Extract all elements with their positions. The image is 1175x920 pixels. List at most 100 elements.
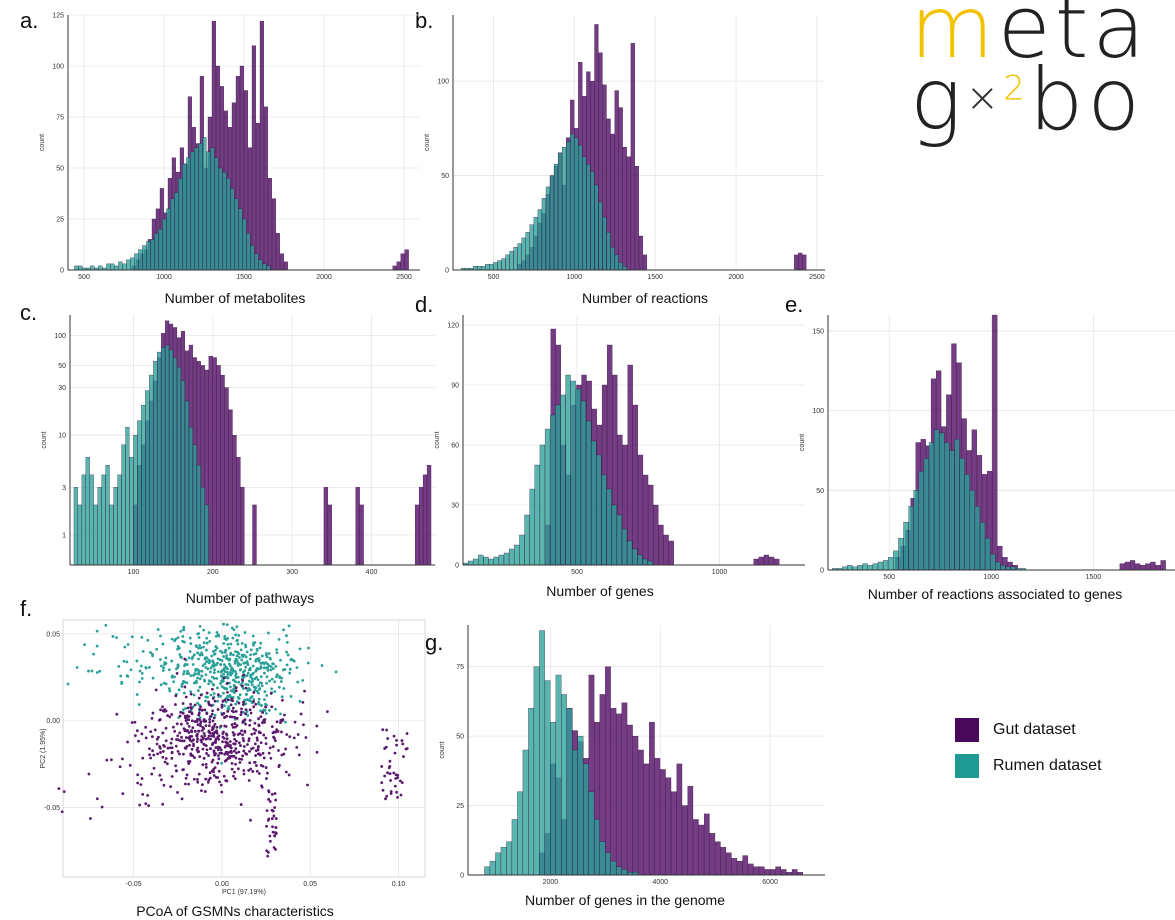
- point-rumen: [277, 637, 281, 641]
- point-gut: [395, 743, 398, 747]
- point-gut: [267, 751, 271, 755]
- point-gut: [392, 734, 396, 738]
- point-gut: [238, 757, 241, 761]
- point-rumen: [212, 683, 216, 687]
- y-tick-label: 25: [56, 217, 64, 224]
- point-gut: [261, 711, 265, 714]
- point-gut: [235, 724, 239, 727]
- bar-rumen: [202, 137, 207, 271]
- point-rumen: [244, 645, 248, 649]
- point-gut: [204, 724, 208, 728]
- bar-gut: [649, 722, 655, 876]
- point-gut: [158, 773, 162, 777]
- point-gut: [202, 718, 206, 721]
- x-tick-label: -0.05: [126, 881, 142, 888]
- bar-rumen: [206, 151, 211, 271]
- point-rumen: [235, 625, 239, 629]
- point-rumen: [217, 634, 221, 638]
- point-rumen: [140, 677, 144, 680]
- point-gut: [292, 736, 296, 740]
- point-rumen: [181, 639, 184, 643]
- point-gut: [233, 737, 236, 741]
- point-gut: [280, 719, 284, 723]
- bar-rumen: [574, 137, 579, 271]
- x-tick-label: 0.00: [215, 881, 229, 888]
- point-rumen: [251, 664, 255, 668]
- point-rumen: [138, 680, 141, 684]
- point-gut: [386, 771, 389, 775]
- point-gut: [250, 732, 254, 736]
- point-gut: [153, 728, 157, 732]
- point-rumen: [255, 647, 259, 651]
- point-gut: [242, 772, 246, 776]
- point-rumen: [196, 676, 199, 680]
- bar-gut: [720, 847, 727, 876]
- chart-genome-genes: 0 25 50 75 2000 4000 6000 count: [439, 615, 825, 890]
- point-gut: [159, 708, 162, 712]
- bar-rumen: [473, 266, 478, 271]
- bar-rumen: [525, 232, 530, 271]
- point-gut: [175, 769, 178, 773]
- point-rumen: [191, 655, 195, 659]
- point-rumen: [212, 664, 215, 668]
- point-gut: [244, 686, 248, 690]
- point-gut: [253, 760, 257, 764]
- point-rumen: [194, 667, 198, 671]
- bar-gut: [725, 852, 732, 876]
- point-rumen: [199, 646, 203, 650]
- bar-gut: [228, 409, 233, 566]
- point-gut: [240, 684, 244, 688]
- point-gut: [215, 731, 219, 735]
- point-rumen: [98, 669, 102, 673]
- point-rumen: [161, 669, 165, 672]
- point-gut: [196, 780, 200, 784]
- point-rumen: [234, 633, 237, 637]
- bar-rumen: [519, 534, 525, 566]
- point-gut: [249, 711, 253, 715]
- point-rumen: [159, 683, 163, 687]
- point-rumen: [226, 673, 230, 676]
- point-gut: [271, 745, 275, 749]
- point-gut: [274, 848, 277, 851]
- point-rumen: [229, 642, 233, 646]
- y-tick-label: 50: [56, 166, 64, 173]
- point-rumen: [246, 689, 250, 693]
- point-rumen: [198, 685, 202, 689]
- point-gut: [163, 760, 167, 764]
- bar-rumen: [498, 554, 504, 566]
- bar-rumen: [517, 791, 523, 876]
- point-gut: [296, 733, 300, 736]
- bar-gut-tail: [1155, 565, 1161, 571]
- point-gut: [187, 736, 191, 740]
- point-gut: [253, 721, 257, 725]
- point-gut: [202, 732, 206, 735]
- point-rumen: [182, 672, 185, 676]
- point-gut: [190, 734, 194, 738]
- bar-gut-tail: [798, 252, 803, 271]
- bar-rumen: [606, 232, 611, 271]
- bar-rumen: [169, 349, 174, 566]
- point-gut: [242, 745, 246, 748]
- bar-rumen: [73, 487, 78, 566]
- y-tick-label: 125: [52, 13, 64, 20]
- point-gut: [121, 757, 124, 761]
- point-gut: [219, 748, 223, 752]
- point-rumen: [230, 689, 234, 693]
- point-rumen: [230, 666, 233, 670]
- point-gut: [214, 741, 217, 745]
- point-rumen: [244, 665, 248, 669]
- point-gut: [170, 775, 174, 778]
- point-rumen: [287, 624, 291, 628]
- point-gut: [230, 754, 234, 758]
- bar-gut-tail: [355, 487, 360, 566]
- point-gut: [247, 779, 251, 782]
- point-rumen: [220, 651, 224, 654]
- point-gut: [176, 750, 180, 753]
- bar-rumen: [493, 262, 498, 271]
- point-rumen: [265, 666, 269, 670]
- point-rumen: [231, 653, 235, 657]
- point-gut: [213, 753, 217, 757]
- point-rumen: [222, 668, 226, 672]
- bar-rumen: [489, 264, 494, 271]
- panel-b-caption: Number of reactions: [581, 290, 709, 306]
